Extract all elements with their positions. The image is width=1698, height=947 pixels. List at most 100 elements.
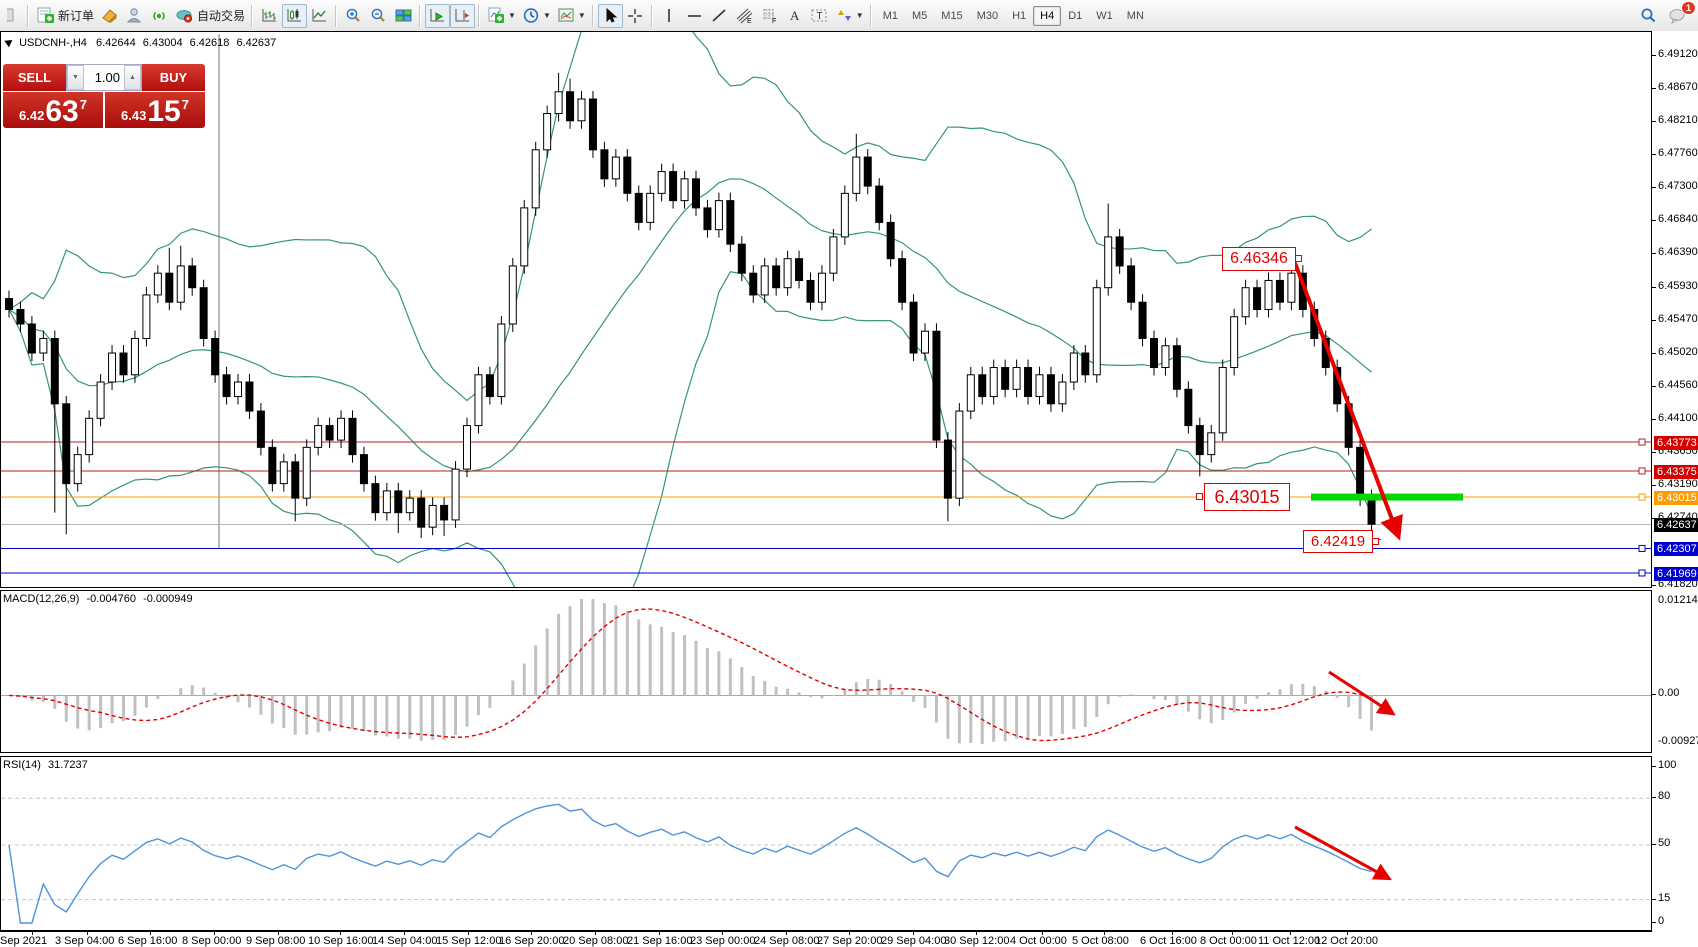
- volume-increase-button[interactable]: ▲: [124, 65, 141, 90]
- candle-body: [1024, 367, 1033, 398]
- hline-handle[interactable]: [1638, 467, 1646, 475]
- candle-body: [1161, 345, 1170, 369]
- time-label: 29 Sep 04:00: [881, 935, 947, 947]
- templates-menu-button[interactable]: ▼: [554, 4, 589, 28]
- price-chart-canvas[interactable]: [1, 32, 1651, 587]
- periods-menu-button[interactable]: ▼: [519, 4, 554, 28]
- auto-scroll-button[interactable]: [425, 3, 451, 28]
- rsi-pane[interactable]: [0, 756, 1652, 931]
- ohlc-close: 6.42637: [236, 37, 277, 49]
- price-badge: 6.43375: [1654, 464, 1698, 479]
- hline-handle[interactable]: [1638, 569, 1646, 577]
- volume-input[interactable]: 1.00: [94, 70, 120, 85]
- time-tick: [468, 932, 469, 935]
- candle-body: [989, 367, 998, 398]
- hline-handle[interactable]: [1638, 544, 1646, 552]
- cursor-tool-button[interactable]: [597, 3, 623, 28]
- candlestick-chart-button[interactable]: [282, 3, 308, 28]
- candle-body: [646, 192, 655, 223]
- candle-body: [302, 446, 311, 499]
- zoom-in-button[interactable]: [341, 4, 366, 28]
- candle-body: [50, 337, 59, 405]
- candle-body: [829, 236, 838, 274]
- time-tick: [722, 932, 723, 935]
- toolbar-separator: [648, 4, 656, 27]
- label-tool-button[interactable]: T: [807, 4, 832, 28]
- line-chart-button[interactable]: [307, 4, 332, 28]
- indicators-menu-button[interactable]: ▼: [484, 4, 519, 28]
- eraser-tool-button[interactable]: [97, 4, 122, 28]
- timeframe-d1-button[interactable]: D1: [1068, 9, 1083, 22]
- time-axis[interactable]: Sep 2021 3 Sep 04:00 6 Sep 16:00 8 Sep 0…: [0, 931, 1652, 947]
- dropdown-arrow-icon[interactable]: ▼: [855, 11, 864, 20]
- main-chart-pane[interactable]: [0, 31, 1652, 588]
- price-callout[interactable]: 6.42419: [1303, 530, 1373, 553]
- chart-shift-button[interactable]: [450, 3, 476, 28]
- arrows-tool-button[interactable]: ▼: [832, 4, 867, 28]
- bollinger-upper-band: [8, 32, 1372, 402]
- text-tool-button[interactable]: A: [782, 4, 807, 28]
- green-highlight-segment[interactable]: [1311, 493, 1463, 501]
- sell-button[interactable]: SELL: [3, 64, 66, 91]
- price-callout[interactable]: 6.46346: [1222, 247, 1296, 271]
- tile-windows-button[interactable]: [391, 4, 416, 28]
- hline-handle[interactable]: [1638, 438, 1646, 446]
- crosshair-tool-button[interactable]: [623, 4, 648, 28]
- callout-handle[interactable]: [1295, 255, 1302, 262]
- macd-axis-min: -0.00927: [1658, 735, 1698, 747]
- timeframe-m15-button[interactable]: M15: [941, 9, 963, 22]
- trend-arrow-main[interactable]: [1293, 262, 1403, 541]
- buy-button[interactable]: BUY: [142, 64, 205, 91]
- trend-arrow-rsi[interactable]: [1294, 825, 1392, 881]
- axis-tick: [1652, 898, 1656, 900]
- time-tick: [659, 932, 660, 935]
- candle-body: [657, 171, 666, 194]
- hline-handle[interactable]: [1638, 493, 1646, 501]
- axis-tick: [1652, 187, 1656, 189]
- price-callout[interactable]: 6.43015: [1204, 483, 1290, 511]
- timeframe-mn-button[interactable]: MN: [1126, 9, 1144, 22]
- dropdown-arrow-icon[interactable]: ▼: [542, 11, 551, 20]
- profile-button[interactable]: [122, 4, 147, 28]
- price-axis[interactable]: 6.49120 6.48670 6.48210 6.47760 6.47300 …: [1652, 31, 1698, 947]
- axis-tick: [1652, 844, 1656, 845]
- bar-chart-button[interactable]: [257, 4, 282, 28]
- new-order-button[interactable]: 新订单: [33, 4, 97, 28]
- clipped-icon[interactable]: [0, 4, 24, 28]
- macd-pane[interactable]: [0, 590, 1652, 753]
- toolbar-separator: [476, 4, 484, 27]
- callout-handle[interactable]: [1196, 493, 1203, 500]
- autotrading-button[interactable]: 自动交易: [172, 4, 248, 28]
- notifications-button[interactable]: 1: [1665, 0, 1696, 28]
- time-tick: [1347, 932, 1348, 935]
- timeframe-w1-button[interactable]: W1: [1096, 9, 1113, 22]
- candle-body: [1138, 301, 1147, 339]
- candle-body: [1150, 337, 1158, 369]
- dropdown-arrow-icon[interactable]: ▼: [508, 11, 516, 20]
- vertical-line-tool-button[interactable]: [657, 4, 682, 28]
- fibonacci-tool-button[interactable]: E: [732, 4, 757, 28]
- buy-price[interactable]: 6.43 15 7: [105, 92, 205, 128]
- timeframe-h1-button[interactable]: H1: [1012, 9, 1027, 22]
- svg-text:E: E: [747, 18, 752, 24]
- horizontal-line-tool-button[interactable]: [682, 4, 707, 28]
- trend-arrow-macd[interactable]: [1328, 670, 1396, 716]
- candle-body: [142, 294, 151, 339]
- signals-button[interactable]: [147, 4, 172, 28]
- candle-body: [314, 425, 323, 448]
- timeframe-m1-button[interactable]: M1: [882, 9, 898, 22]
- timeframe-h4-button[interactable]: H4: [1033, 5, 1062, 26]
- time-label: 21 Sep 16:00: [627, 935, 693, 947]
- volume-decrease-button[interactable]: ▼: [67, 65, 84, 90]
- fibofan-tool-button[interactable]: F: [757, 4, 782, 28]
- time-tick: [913, 932, 914, 935]
- zoom-out-button[interactable]: [366, 4, 391, 28]
- timeframe-m30-button[interactable]: M30: [976, 9, 999, 22]
- callout-handle[interactable]: [1372, 537, 1379, 545]
- trendline-tool-button[interactable]: [707, 4, 732, 28]
- timeframe-m5-button[interactable]: M5: [912, 9, 928, 22]
- sell-price[interactable]: 6.42 63 7: [3, 92, 103, 128]
- dropdown-arrow-icon[interactable]: ▼: [577, 11, 586, 20]
- candle-body: [543, 113, 552, 151]
- search-button[interactable]: [1636, 4, 1661, 28]
